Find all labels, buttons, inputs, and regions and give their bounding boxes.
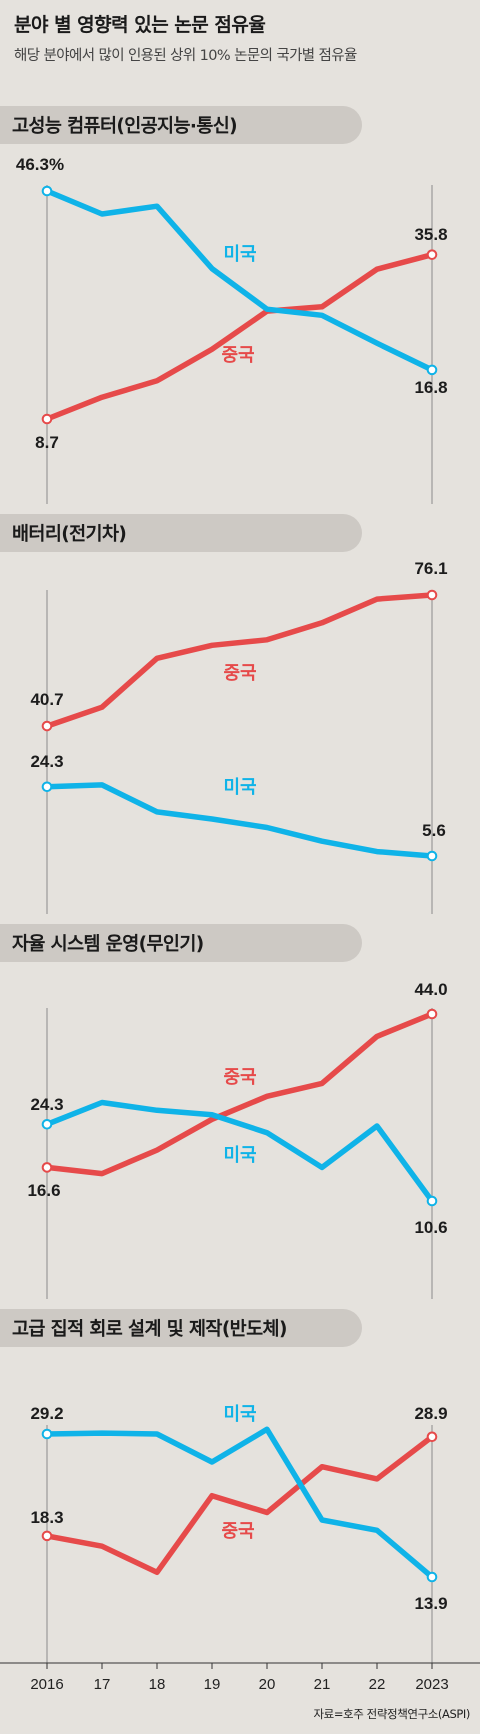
usa-endpoint-marker (426, 1571, 438, 1583)
usa-endpoint-marker (41, 1118, 53, 1130)
china-endpoint-marker (41, 720, 53, 732)
china-series-label: 중국 (223, 663, 256, 684)
usa-endpoint-marker (41, 185, 53, 197)
china-end-value-label: 76.1 (414, 559, 447, 578)
x-tick-label: 19 (204, 1676, 221, 1693)
china-start-value-label: 16.6 (27, 1181, 60, 1200)
x-tick-label: 20 (259, 1676, 276, 1693)
china-endpoint-marker (426, 589, 438, 601)
panel-header-band (0, 924, 362, 962)
usa-end-value-label: 16.8 (414, 378, 447, 397)
source-note: 자료=호주 전략정책연구소(ASPI) (313, 1707, 470, 1721)
x-tick-label: 18 (149, 1676, 166, 1693)
usa-end-value-label: 13.9 (414, 1594, 447, 1613)
x-tick-label: 2023 (415, 1676, 448, 1693)
china-endpoint-marker (41, 1162, 53, 1173)
usa-endpoint-marker (41, 1428, 53, 1440)
china-start-value-label: 8.7 (35, 433, 59, 452)
china-end-value-label: 35.8 (414, 225, 447, 244)
usa-start-value-label: 24.3 (30, 752, 63, 771)
china-series-line (44, 251, 435, 422)
usa-series-label: 미국 (223, 777, 256, 798)
usa-end-value-label: 5.6 (422, 821, 446, 840)
china-endpoint-marker (41, 1530, 53, 1542)
china-endpoint-marker (41, 413, 53, 425)
panel-title: 고성능 컴퓨터(인공지능·통신) (12, 116, 237, 137)
usa-start-value-label: 24.3 (30, 1095, 63, 1114)
usa-endpoint-marker (426, 1195, 438, 1207)
usa-endpoint-marker (41, 781, 53, 793)
x-tick-label: 2016 (30, 1676, 63, 1693)
china-series-label: 중국 (221, 1521, 254, 1542)
china-series-line (44, 1011, 435, 1177)
panel-header-band (0, 514, 362, 552)
usa-series-line (44, 188, 435, 373)
china-series-label: 중국 (221, 345, 254, 366)
usa-start-value-label: 29.2 (30, 1404, 63, 1423)
china-end-value-label: 28.9 (414, 1404, 447, 1423)
x-tick-label: 17 (94, 1676, 111, 1693)
china-series-line (44, 1434, 435, 1576)
usa-series-line (44, 782, 435, 859)
panel-title: 고급 집적 회로 설계 및 제작(반도체) (12, 1319, 287, 1340)
panel-title: 자율 시스템 운영(무인기) (12, 934, 204, 955)
chart-subtitle: 해당 분야에서 많이 인용된 상위 10% 논문의 국가별 점유율 (14, 48, 357, 64)
china-series-line (44, 592, 435, 729)
china-start-value-label: 40.7 (30, 690, 63, 709)
usa-endpoint-marker (426, 850, 438, 862)
usa-series-label: 미국 (223, 1145, 256, 1166)
china-series-label: 중국 (223, 1067, 256, 1088)
x-tick-label: 21 (314, 1676, 331, 1693)
usa-series-label: 미국 (223, 1404, 256, 1425)
china-end-value-label: 44.0 (414, 980, 447, 999)
china-endpoint-marker (426, 249, 438, 260)
x-tick-label: 22 (369, 1676, 386, 1693)
usa-series-line (44, 1426, 435, 1580)
panel-header-band (0, 106, 362, 144)
panel-header-band (0, 1309, 362, 1347)
panel-title: 배터리(전기차) (12, 524, 126, 545)
china-endpoint-marker (426, 1431, 438, 1443)
usa-series-line (44, 1099, 435, 1204)
usa-start-value-label: 46.3% (16, 155, 64, 174)
china-endpoint-marker (426, 1008, 438, 1020)
usa-end-value-label: 10.6 (414, 1218, 447, 1237)
chart-title: 분야 별 영향력 있는 논문 점유율 (14, 14, 266, 36)
usa-endpoint-marker (426, 364, 438, 376)
usa-series-label: 미국 (223, 244, 256, 265)
china-start-value-label: 18.3 (30, 1508, 63, 1527)
